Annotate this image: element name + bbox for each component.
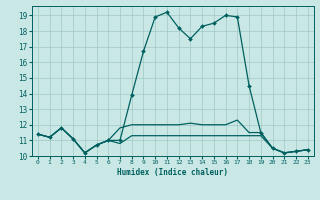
X-axis label: Humidex (Indice chaleur): Humidex (Indice chaleur) bbox=[117, 168, 228, 177]
